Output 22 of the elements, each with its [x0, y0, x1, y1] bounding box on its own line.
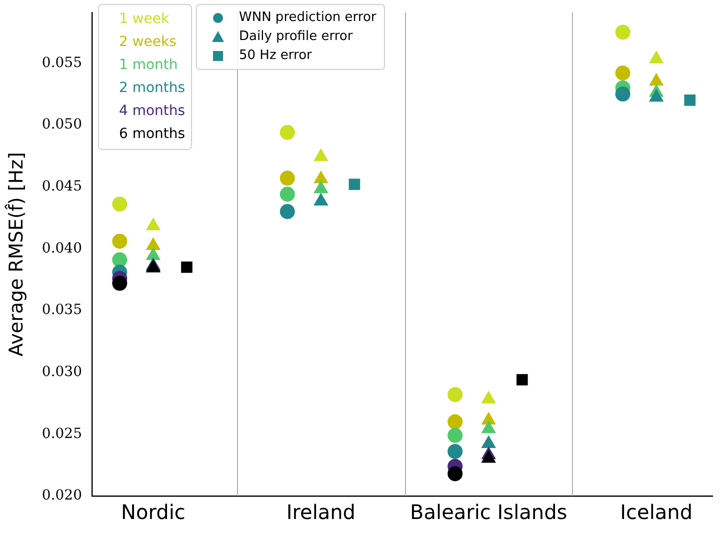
y-tick-label: 0.050: [42, 116, 82, 133]
y-tick-label: 0.030: [42, 364, 82, 380]
legend-label: Daily profile error: [239, 28, 353, 46]
legend-label: 2 weeks: [118, 33, 178, 52]
x-tick-label: Nordic: [121, 500, 186, 524]
y-tick-label: 0.020: [42, 488, 82, 504]
legend-label: WNN prediction error: [239, 9, 376, 27]
y-tick-label: 0.035: [42, 302, 82, 318]
y-tick-label: 0.025: [42, 426, 82, 442]
legend-label: 6 months: [118, 125, 186, 144]
y-tick-label: 0.040: [42, 240, 82, 256]
legend-label: 4 months: [118, 102, 186, 121]
legend-label: 1 week: [118, 10, 170, 29]
y-tick-label: 0.045: [42, 178, 82, 194]
x-tick-label: Balearic Islands: [410, 500, 568, 524]
legend-label: 2 months: [118, 79, 186, 98]
x-tick-label: Iceland: [620, 500, 693, 524]
y-axis-title: Average RMSE(f̂) [Hz]: [4, 152, 28, 356]
legend-label: 1 month: [118, 56, 179, 75]
legend-label: 50 Hz error: [239, 47, 312, 65]
y-tick-label: 0.055: [42, 54, 82, 71]
x-tick-label: Ireland: [286, 500, 356, 524]
